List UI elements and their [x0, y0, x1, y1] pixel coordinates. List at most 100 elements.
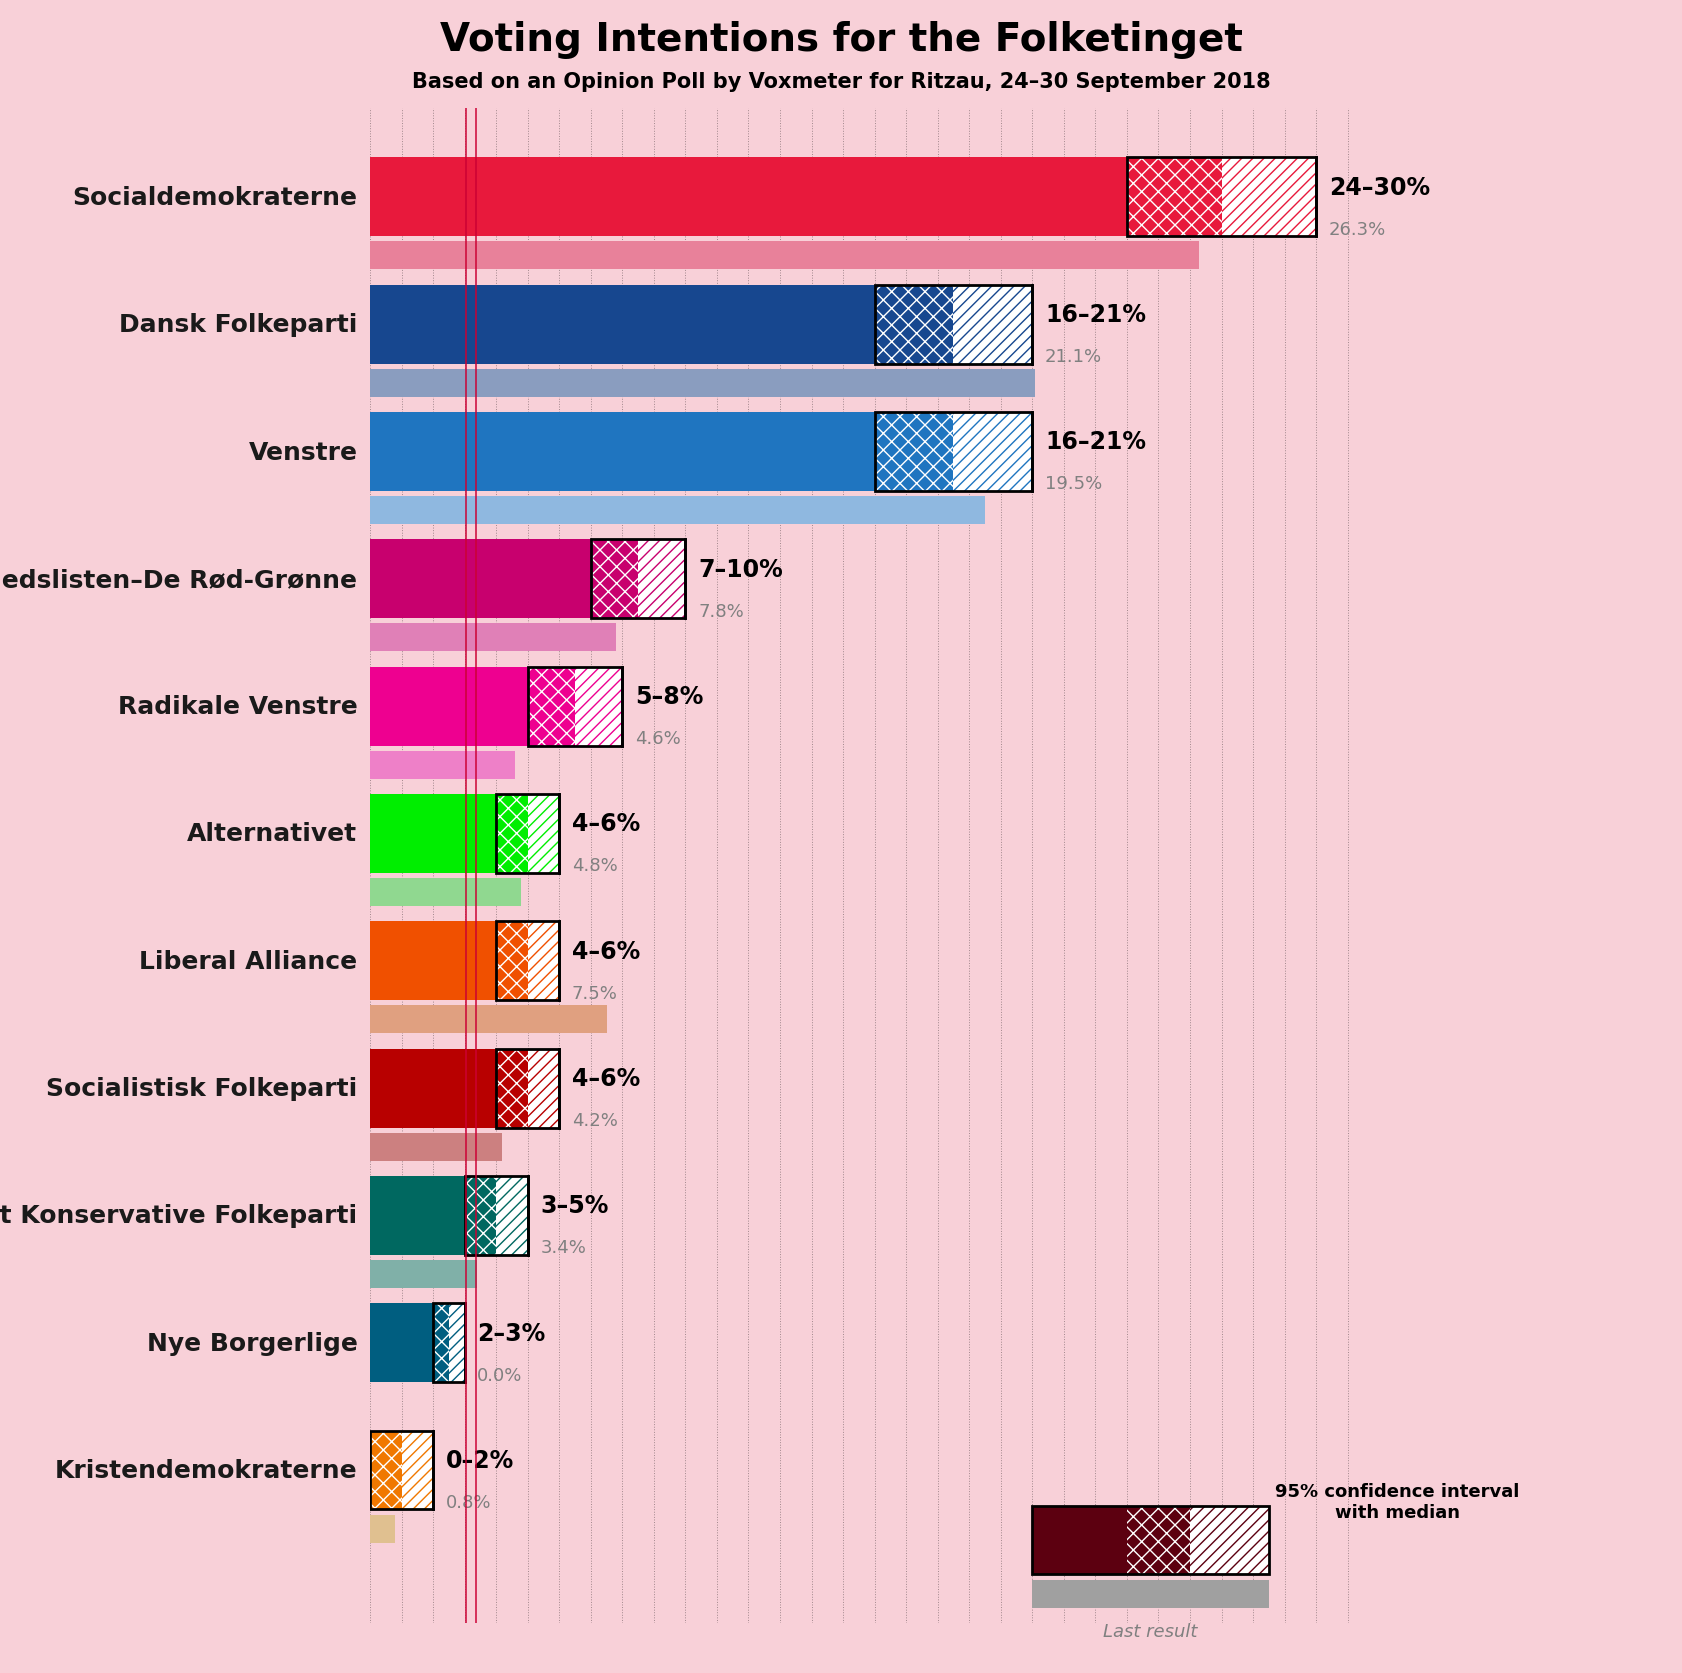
- Text: 2–3%: 2–3%: [478, 1320, 545, 1345]
- Bar: [496, 1176, 528, 1255]
- Text: 95% confidence interval
with median: 95% confidence interval with median: [1275, 1482, 1519, 1521]
- Text: 4.8%: 4.8%: [572, 857, 617, 875]
- Text: 21.1%: 21.1%: [1045, 348, 1102, 366]
- Bar: [370, 413, 875, 492]
- Bar: [1191, 1507, 1268, 1574]
- Text: 0.0%: 0.0%: [478, 1365, 523, 1384]
- Bar: [464, 1176, 528, 1255]
- Text: Det Konservative Folkeparti: Det Konservative Folkeparti: [0, 1203, 357, 1228]
- Bar: [496, 1176, 528, 1255]
- Bar: [449, 1303, 464, 1382]
- Text: 16–21%: 16–21%: [1045, 430, 1145, 453]
- Bar: [1127, 159, 1315, 238]
- Text: Liberal Alliance: Liberal Alliance: [140, 949, 357, 974]
- Bar: [1127, 159, 1221, 238]
- Bar: [954, 413, 1033, 492]
- Bar: [954, 286, 1033, 365]
- Bar: [875, 286, 954, 365]
- Bar: [528, 922, 558, 1000]
- Bar: [370, 624, 616, 652]
- Bar: [370, 1430, 402, 1509]
- Bar: [402, 1430, 434, 1509]
- Bar: [1033, 1507, 1127, 1574]
- Bar: [370, 668, 528, 746]
- Bar: [496, 795, 528, 873]
- Bar: [1033, 1507, 1268, 1574]
- Text: 7–10%: 7–10%: [698, 557, 782, 581]
- Bar: [575, 668, 622, 746]
- Bar: [528, 795, 558, 873]
- Bar: [590, 540, 637, 619]
- Text: Voting Intentions for the Folketinget: Voting Intentions for the Folketinget: [439, 20, 1243, 59]
- Text: 24–30%: 24–30%: [1329, 176, 1430, 199]
- Bar: [528, 922, 558, 1000]
- Bar: [528, 1049, 558, 1128]
- Bar: [954, 413, 1033, 492]
- Text: Socialistisk Folkeparti: Socialistisk Folkeparti: [45, 1076, 357, 1101]
- Bar: [1191, 1507, 1268, 1574]
- Bar: [370, 159, 1127, 238]
- Text: 4.6%: 4.6%: [636, 729, 681, 748]
- Text: Kristendemokraterne: Kristendemokraterne: [56, 1459, 357, 1482]
- Bar: [590, 540, 637, 619]
- Bar: [496, 922, 558, 1000]
- Bar: [528, 668, 575, 746]
- Bar: [496, 795, 558, 873]
- Text: 3.4%: 3.4%: [540, 1238, 587, 1256]
- Text: 4–6%: 4–6%: [572, 939, 641, 964]
- Bar: [402, 1430, 434, 1509]
- Bar: [370, 286, 875, 365]
- Bar: [370, 1260, 478, 1288]
- Bar: [370, 1430, 434, 1509]
- Text: Last result: Last result: [1103, 1623, 1198, 1640]
- Bar: [528, 795, 558, 873]
- Bar: [434, 1303, 449, 1382]
- Bar: [370, 1303, 434, 1382]
- Text: Enhedslisten–De Rød-Grønne: Enhedslisten–De Rød-Grønne: [0, 567, 357, 592]
- Text: Alternativet: Alternativet: [187, 821, 357, 847]
- Bar: [370, 497, 986, 525]
- Bar: [370, 370, 1036, 398]
- Bar: [370, 751, 515, 780]
- Bar: [875, 413, 954, 492]
- Bar: [496, 922, 528, 1000]
- Bar: [370, 795, 496, 873]
- Bar: [370, 1514, 395, 1543]
- Bar: [575, 668, 622, 746]
- Bar: [590, 540, 685, 619]
- Bar: [496, 795, 528, 873]
- Bar: [370, 540, 590, 619]
- Bar: [637, 540, 686, 619]
- Text: 7.8%: 7.8%: [698, 602, 743, 621]
- Bar: [370, 878, 521, 907]
- Bar: [875, 413, 1033, 492]
- Bar: [464, 1176, 496, 1255]
- Text: Dansk Folkeparti: Dansk Folkeparti: [119, 313, 357, 336]
- Text: 3–5%: 3–5%: [540, 1193, 609, 1218]
- Bar: [1221, 159, 1315, 238]
- Text: 4.2%: 4.2%: [572, 1111, 617, 1129]
- Text: 7.5%: 7.5%: [572, 984, 617, 1002]
- Text: 4–6%: 4–6%: [572, 1066, 641, 1091]
- Bar: [434, 1303, 449, 1382]
- Text: Venstre: Venstre: [249, 440, 357, 465]
- Text: 26.3%: 26.3%: [1329, 221, 1386, 239]
- Bar: [528, 668, 622, 746]
- Bar: [1127, 1507, 1191, 1574]
- Text: Radikale Venstre: Radikale Venstre: [118, 694, 357, 719]
- Text: 4–6%: 4–6%: [572, 811, 641, 836]
- Bar: [449, 1303, 464, 1382]
- Bar: [1033, 1579, 1268, 1608]
- Bar: [637, 540, 686, 619]
- Bar: [496, 1049, 528, 1128]
- Text: 0–2%: 0–2%: [446, 1447, 515, 1472]
- Bar: [434, 1303, 464, 1382]
- Bar: [370, 922, 496, 1000]
- Text: 19.5%: 19.5%: [1045, 475, 1102, 494]
- Bar: [370, 1430, 402, 1509]
- Bar: [496, 1049, 558, 1128]
- Bar: [370, 1005, 607, 1034]
- Text: Socialdemokraterne: Socialdemokraterne: [72, 186, 357, 209]
- Text: 0.8%: 0.8%: [446, 1492, 491, 1511]
- Bar: [875, 286, 1033, 365]
